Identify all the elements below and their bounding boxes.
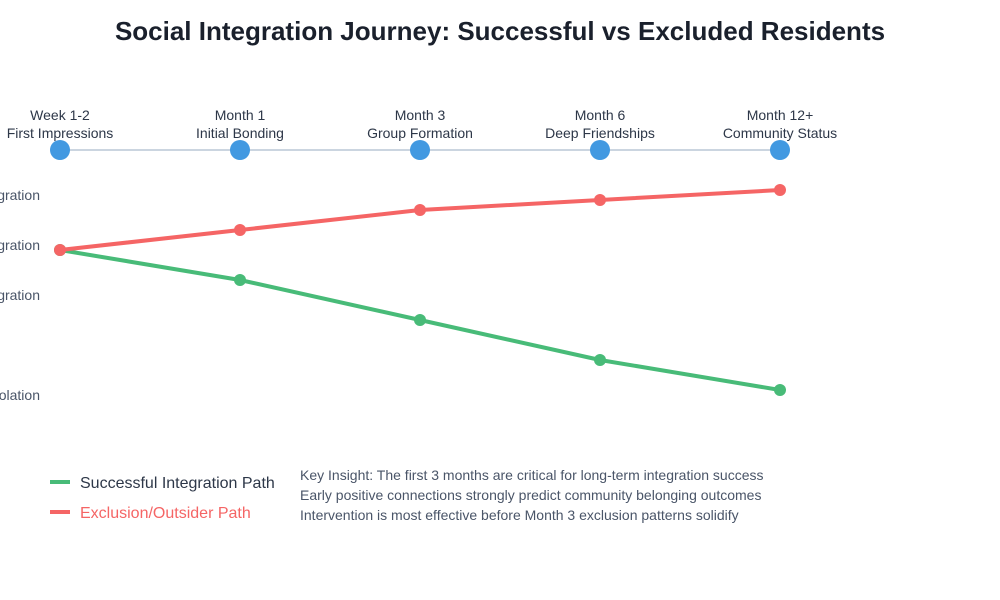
exclusion-path-point [234,224,246,236]
y-level-label: gration [0,237,40,253]
stage-name-label: Initial Bonding [196,125,284,141]
stage-period-label: Week 1-2 [30,107,90,123]
success-path-point [594,354,606,366]
stage-period-label: Month 6 [575,107,626,123]
y-level-label: gration [0,187,40,203]
stage-marker [770,140,790,160]
legend: Successful Integration Path Exclusion/Out… [50,475,275,522]
y-level-label: gration [0,287,40,303]
stage-marker [230,140,250,160]
timeline: Week 1-2 First Impressions Month 1 Initial … [7,107,837,160]
y-level-label: olation [0,387,40,403]
exclusion-path-point [594,194,606,206]
stage-name-label: First Impressions [7,125,114,141]
insight-text: Key Insight: The first 3 months are crit… [300,467,764,483]
stage-name-label: Deep Friendships [545,125,655,141]
chart-title: Social Integration Journey: Successful v… [115,16,885,46]
stage-period-label: Month 12+ [747,107,814,123]
exclusion-path-point [414,204,426,216]
insight-text: Intervention is most effective before Mo… [300,507,739,523]
stage-marker [50,140,70,160]
exclusion-path-point [774,184,786,196]
stage-period-label: Month 3 [395,107,446,123]
y-level-labels: gration gration gration olation [0,187,40,403]
success-path-point [414,314,426,326]
insights: Key Insight: The first 3 months are crit… [300,467,764,523]
stage-name-label: Community Status [723,125,837,141]
stage-period-label: Month 1 [215,107,266,123]
exclusion-path-point [54,244,66,256]
success-path-point [234,274,246,286]
journey-paths [54,184,786,396]
legend-label: Successful Integration Path [80,475,275,492]
legend-label: Exclusion/Outsider Path [80,505,251,522]
stage-marker [410,140,430,160]
exclusion-path-line [59,188,781,252]
success-path-point [774,384,786,396]
insight-text: Early positive connections strongly pred… [300,487,761,503]
stage-name-label: Group Formation [367,125,473,141]
stage-marker [590,140,610,160]
